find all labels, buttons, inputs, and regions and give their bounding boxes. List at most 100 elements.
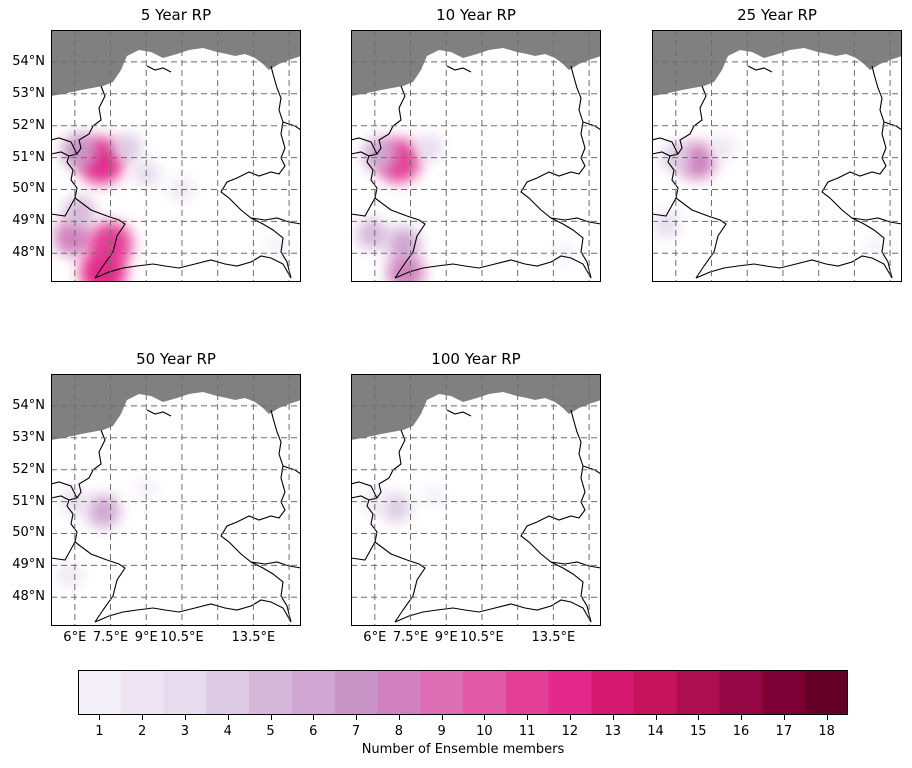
ensemble-hotspot	[266, 235, 289, 258]
panel-title: 10 Year RP	[436, 6, 516, 24]
ensemble-hotspot	[61, 133, 98, 169]
ensemble-hotspot	[711, 135, 736, 161]
latitude-label: 53°N	[12, 429, 45, 445]
colorbar-segment	[719, 670, 763, 715]
colorbar-svg	[78, 670, 849, 715]
colorbar-tick-mark	[441, 715, 443, 720]
ensemble-hotspot	[53, 218, 92, 257]
map-panel: 5 Year RP 48°N 49°N 50°N 51°N 52°N 53°N 54°N	[12, 6, 301, 282]
country-border	[66, 85, 126, 279]
colorbar-tick-mark	[270, 715, 272, 720]
latitude-label: 48°N	[12, 589, 45, 605]
colorbar-tick-label: 14	[647, 724, 664, 739]
colorbar-segment	[634, 670, 678, 715]
longitude-label: 13.5°E	[231, 630, 276, 645]
country-border	[51, 197, 76, 217]
country-border	[351, 541, 376, 561]
colorbar-label: Number of Ensemble members	[361, 742, 565, 757]
longitude-label: 13.5°E	[531, 630, 576, 645]
country-border	[446, 409, 472, 417]
country-border	[652, 137, 679, 155]
country-border	[351, 495, 370, 501]
colorbar-segment	[505, 670, 550, 715]
ensemble-hotspot	[867, 235, 890, 258]
colorbar-segment	[805, 670, 849, 715]
latitude-label: 51°N	[12, 149, 45, 165]
map-svg	[652, 30, 902, 282]
country-border	[250, 217, 301, 225]
country-border	[220, 409, 292, 623]
longitude-label: 7.5°E	[392, 630, 429, 645]
country-border	[520, 409, 592, 623]
colorbar-segment	[377, 670, 421, 715]
country-border	[51, 541, 76, 561]
colorbar-tick-mark	[142, 715, 144, 720]
map-svg	[351, 30, 601, 282]
country-border	[652, 197, 677, 217]
country-border	[146, 409, 172, 417]
ensemble-hotspot	[381, 493, 411, 523]
panel-title: 50 Year RP	[136, 350, 216, 368]
longitude-label: 10.5°E	[460, 630, 504, 645]
map-frame	[652, 30, 902, 282]
colorbar-tick-label: 9	[437, 724, 446, 739]
map-panel: 10 Year RP	[351, 6, 601, 282]
longitude-label: 6°E	[63, 630, 87, 645]
country-border	[51, 137, 78, 155]
colorbar-tick-mark	[698, 715, 700, 720]
panel-title: 25 Year RP	[737, 6, 817, 24]
colorbar-tick-mark	[484, 715, 486, 720]
colorbar-tick-label: 17	[775, 724, 793, 739]
ensemble-hotspot	[57, 562, 83, 588]
colorbar-tick-label: 12	[561, 724, 579, 739]
colorbar-segment	[463, 670, 507, 715]
ensemble-hotspot	[387, 253, 425, 282]
map-svg	[51, 374, 301, 626]
colorbar-tick-label: 4	[223, 724, 232, 739]
latitude-label: 51°N	[12, 493, 45, 509]
colorbar-segment	[548, 670, 592, 715]
latitude-label: 54°N	[12, 53, 45, 69]
panel-title: 100 Year RP	[431, 350, 521, 368]
longitude-label: 6°E	[363, 630, 387, 645]
latitude-label: 52°N	[12, 117, 45, 133]
country-border	[66, 429, 126, 623]
colorbar-segment	[206, 670, 250, 715]
colorbar-tick-mark	[783, 715, 785, 720]
country-border	[146, 65, 172, 73]
map-panel: 25 Year RP	[652, 6, 902, 282]
map-frame	[51, 374, 301, 626]
colorbar-tick-label: 18	[818, 724, 835, 739]
colorbar-tick-label: 16	[732, 724, 750, 739]
longitude-label: 10.5°E	[160, 630, 204, 645]
latitude-label: 52°N	[12, 461, 45, 477]
ensemble-hotspot	[112, 133, 142, 163]
map-frame	[51, 30, 301, 282]
map-svg	[51, 30, 301, 282]
colorbar-segment	[291, 670, 336, 715]
latitude-label: 49°N	[12, 213, 45, 229]
country-border	[747, 65, 773, 73]
ensemble-hotspot	[86, 494, 120, 528]
longitude-label: 9°E	[134, 630, 158, 645]
latitude-label: 53°N	[12, 85, 45, 101]
country-border	[366, 85, 426, 279]
country-border	[351, 137, 378, 155]
latitude-label: 50°N	[12, 525, 45, 541]
colorbar-tick-mark	[227, 715, 229, 720]
country-border	[851, 217, 902, 225]
country-border	[351, 481, 378, 499]
colorbar-segment	[420, 670, 464, 715]
colorbar-segment	[120, 670, 165, 715]
colorbar-segment	[78, 670, 122, 715]
colorbar	[78, 670, 849, 715]
colorbar-tick-label: 3	[180, 724, 190, 739]
longitude-label: 9°E	[434, 630, 458, 645]
colorbar-segment	[163, 670, 207, 715]
country-border	[366, 429, 426, 623]
country-border	[51, 495, 70, 501]
colorbar-tick-mark	[398, 715, 400, 720]
colorbar-segment	[762, 670, 806, 715]
colorbar-tick-mark	[184, 715, 186, 720]
colorbar-tick-mark	[99, 715, 101, 720]
